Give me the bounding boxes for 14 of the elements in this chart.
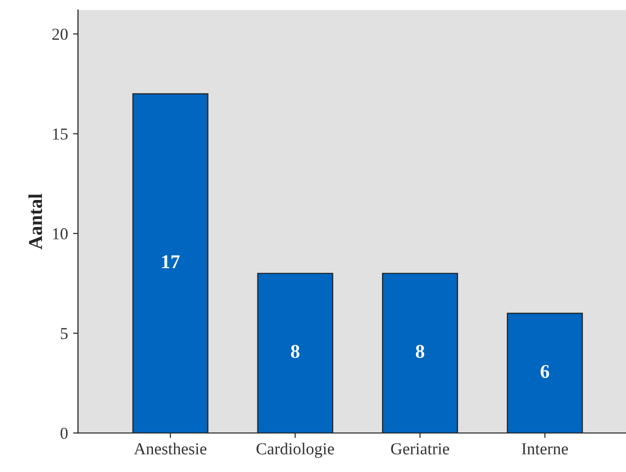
x-tick-label: Anesthesie <box>134 442 206 454</box>
x-tick-label: Cardiologie <box>256 442 334 458</box>
data-label: 8 <box>416 344 424 358</box>
y-tick-label: 0 <box>60 428 68 439</box>
data-label: 6 <box>540 364 550 378</box>
data-label: 8 <box>290 344 300 358</box>
y-tick-label: 20 <box>52 28 68 40</box>
y-tick-label: 15 <box>53 128 68 140</box>
y-axis-title: Aantal <box>28 194 42 250</box>
x-tick-label: Interne <box>522 443 568 454</box>
y-tick-label: 10 <box>53 228 68 240</box>
y-tick-label: 5 <box>60 328 68 340</box>
x-tick-label: Geriatrie <box>391 443 450 454</box>
data-label: 17 <box>162 255 180 268</box>
